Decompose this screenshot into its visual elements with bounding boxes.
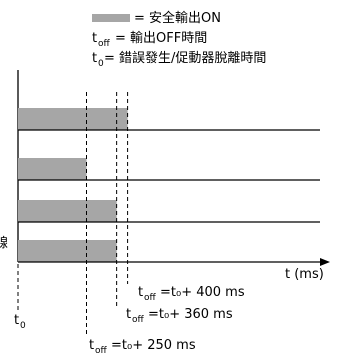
time-markers — [17, 92, 129, 336]
output-on-bar-4 — [18, 240, 117, 262]
marker-360-text: =t₀+ 360 ms — [148, 307, 233, 322]
legend-toff-text: = 輸出OFF時間 — [115, 31, 207, 46]
legend-toff-subscript: off — [98, 39, 111, 49]
output-on-bar-1 — [18, 108, 128, 130]
output-on-bar-2 — [18, 158, 87, 180]
time-axis-arrowhead — [320, 258, 330, 266]
legend-on-swatch — [92, 14, 130, 22]
marker-t0-subscript: 0 — [20, 321, 26, 331]
legend-t0-subscript: 0 — [98, 59, 104, 69]
output-on-bar-3 — [18, 200, 117, 222]
legend-t0-symbol: t — [92, 51, 97, 66]
time-axis-label: t (ms) — [285, 267, 324, 282]
legend-on-label: = 安全輸出ON — [134, 10, 221, 26]
legend-toff-symbol: t — [92, 31, 97, 46]
marker-250-text: =t₀+ 250 ms — [111, 338, 196, 353]
marker-250-subscript: off — [95, 346, 108, 356]
marker-400-symbol: t — [138, 285, 143, 300]
legend-t0-text: = 錯誤發生/促動器脫離時間 — [104, 50, 266, 66]
marker-t0-symbol: t — [14, 313, 19, 328]
marker-360-subscript: off — [132, 315, 145, 325]
marker-400-text: =t₀+ 400 ms — [160, 285, 245, 300]
marker-250-symbol: t — [89, 338, 94, 353]
signal-rows — [18, 108, 320, 262]
left-cropped-label: 線 — [0, 235, 8, 251]
marker-400-subscript: off — [144, 293, 157, 303]
marker-360-symbol: t — [126, 307, 131, 322]
